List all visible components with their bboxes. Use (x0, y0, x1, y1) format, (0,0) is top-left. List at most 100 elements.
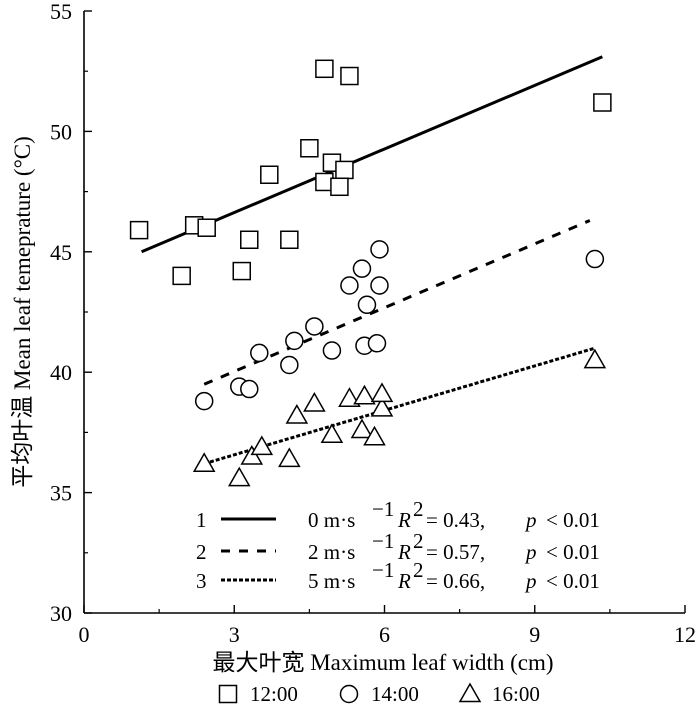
triangle-point (192, 452, 216, 472)
fit-legend-exponent: −1 (372, 558, 394, 582)
triangle-point (240, 444, 264, 465)
triangle-point (583, 348, 607, 369)
triangle-point (338, 387, 361, 407)
r-squared-symbol: R (397, 540, 411, 564)
triangle-point (285, 404, 309, 424)
square-point (330, 177, 349, 197)
fit-legend-number: 2 (196, 540, 207, 564)
triangle-point (227, 466, 251, 487)
marker-legend: 12:00 14:00 16:00 (218, 682, 540, 706)
x-tick-label: 0 (79, 622, 90, 647)
fit-legend-number: 1 (196, 508, 207, 532)
circle-point (370, 276, 389, 295)
circle-point (240, 379, 259, 399)
p-symbol: p (524, 540, 537, 564)
y-axis-label: 平均叶温 Mean leaf temeprature (°C) (10, 136, 35, 488)
circle-legend-symbol (339, 684, 359, 704)
fit-legend-wind: 2 m·s (308, 540, 355, 564)
fit-line-1 (141, 55, 603, 254)
triangle-legend-symbol (458, 682, 482, 703)
p-symbol: p (524, 508, 537, 532)
square-point (197, 218, 216, 237)
circle-point (305, 317, 324, 336)
marker-legend-item: 16:00 (458, 682, 540, 706)
triangle-point (250, 435, 274, 456)
fit-line-2 (203, 219, 591, 386)
fit-line-3 (203, 346, 596, 466)
circle-point (322, 341, 342, 360)
data-points (129, 59, 612, 487)
triangle-point (350, 418, 374, 439)
y-tick-label: 30 (50, 601, 72, 626)
fit-legend-wind: 0 m·s (308, 508, 355, 532)
square-point (232, 261, 252, 281)
marker-legend-item: 12:00 (218, 682, 298, 706)
circle-point (340, 276, 359, 295)
x-tick-label: 12 (674, 622, 696, 647)
marker-legend-label: 14:00 (371, 682, 419, 706)
marker-legend-label: 12:00 (250, 682, 298, 706)
r-squared-symbol: R (397, 569, 411, 593)
square-point (260, 165, 279, 184)
circle-point (585, 249, 605, 269)
fit-legend-row: 3 5 m·s −1 R 2 = 0.66, p < 0.01 (196, 558, 600, 593)
fit-legend-r2: = 0.57, (426, 540, 485, 564)
marker-legend-label: 16:00 (492, 682, 540, 706)
r-squared-superscript: 2 (413, 497, 424, 521)
triangle-point (320, 423, 344, 444)
r-squared-symbol: R (397, 508, 411, 532)
r-squared-superscript: 2 (413, 558, 424, 582)
circle-point (352, 259, 372, 278)
circle-point (357, 295, 377, 315)
y-tick-label: 50 (50, 119, 72, 144)
x-axis-label: 最大叶宽 Maximum leaf width (cm) (212, 650, 553, 675)
fit-legend-exponent: −1 (372, 497, 394, 521)
circle-point (250, 343, 269, 363)
circle-point (280, 355, 299, 375)
fit-legend-r2: = 0.66, (426, 569, 485, 593)
square-point (593, 93, 612, 112)
x-tick-label: 3 (229, 622, 240, 647)
triangle-point (303, 391, 326, 412)
triangle-point (353, 384, 376, 405)
square-point (315, 59, 334, 79)
x-tick-label: 6 (379, 622, 390, 647)
square-point (340, 66, 359, 86)
square-point (280, 230, 299, 250)
square-point (129, 220, 149, 240)
fit-legend-p: < 0.01 (546, 508, 600, 532)
square-point (300, 139, 319, 158)
fit-legend-wind: 5 m·s (308, 569, 355, 593)
square-point (240, 230, 259, 250)
fit-legend-exponent: −1 (372, 529, 394, 553)
triangle-point (370, 396, 394, 417)
triangle-point (370, 382, 394, 403)
square-point (172, 266, 191, 286)
circle-point (285, 331, 304, 351)
y-tick-label: 40 (50, 360, 72, 385)
r-squared-superscript: 2 (413, 529, 424, 553)
fit-legend-row: 1 0 m·s −1 R 2 = 0.43, p < 0.01 (196, 497, 600, 532)
fit-legend-p: < 0.01 (546, 569, 600, 593)
circle-point (194, 391, 214, 411)
y-tick-label: 55 (50, 0, 72, 24)
x-tick-label: 9 (529, 622, 540, 647)
fit-legend-p: < 0.01 (546, 540, 600, 564)
fit-legend-number: 3 (196, 569, 207, 593)
y-tick-label: 45 (50, 240, 72, 265)
triangle-point (363, 425, 386, 446)
square-legend-symbol (218, 684, 238, 704)
square-point (335, 160, 354, 180)
p-symbol: p (524, 569, 537, 593)
circle-point (367, 334, 387, 353)
y-tick-label: 35 (50, 481, 72, 506)
circle-point (370, 240, 389, 259)
fit-legend-r2: = 0.43, (426, 508, 485, 532)
fit-lines (141, 55, 603, 466)
triangle-point (278, 447, 301, 468)
marker-legend-item: 14:00 (339, 682, 419, 706)
